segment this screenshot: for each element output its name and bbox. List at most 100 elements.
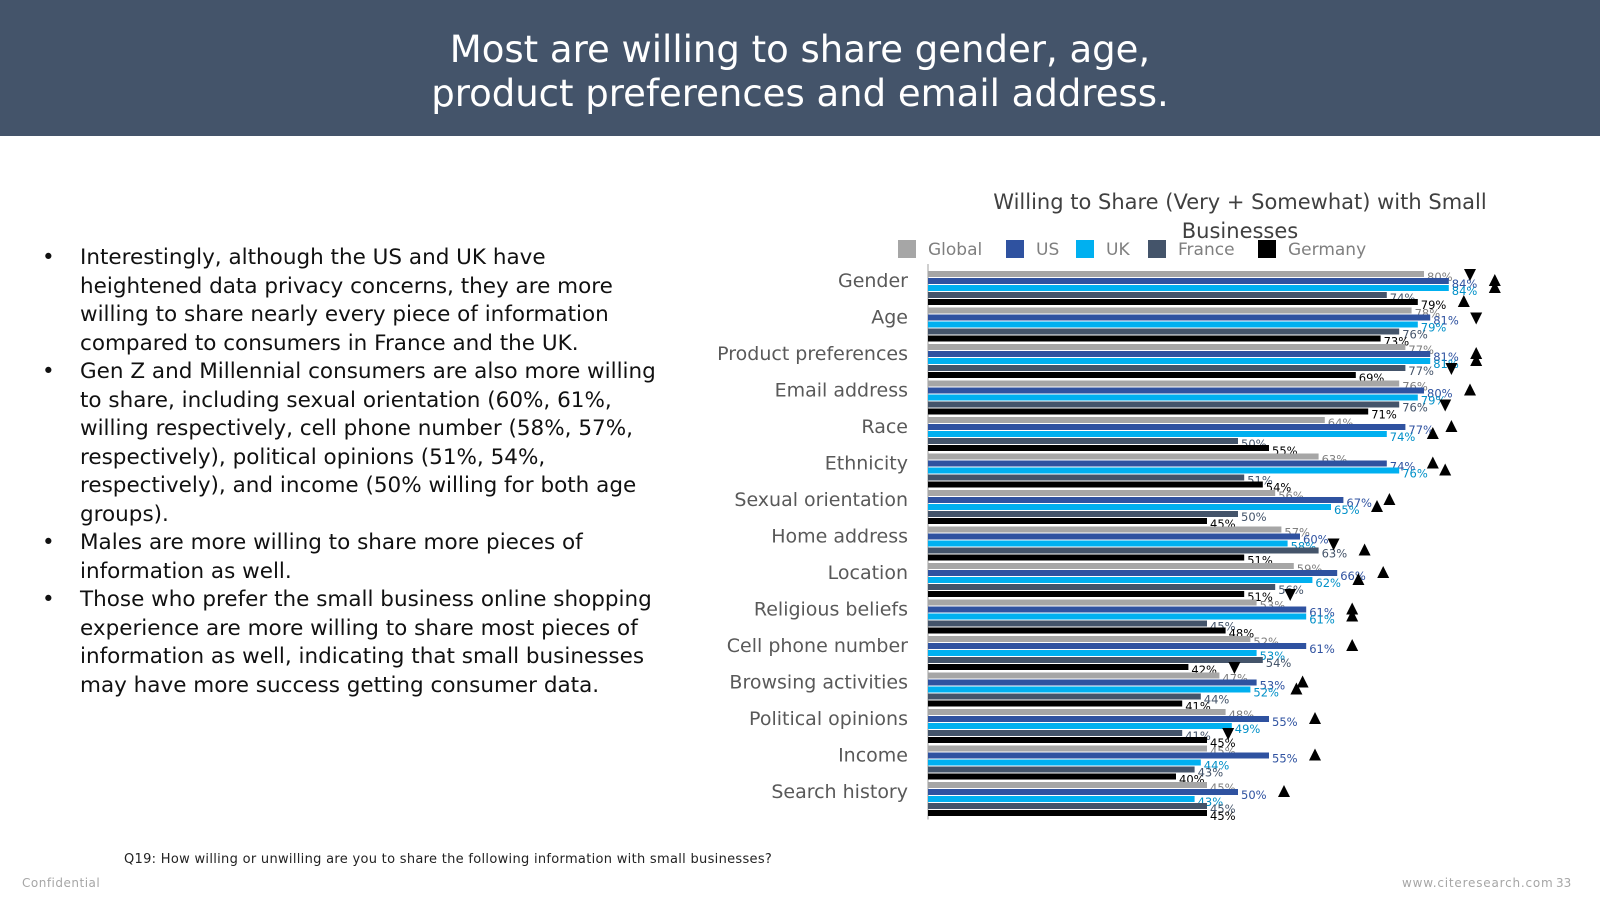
data-label-uk-religious-beliefs: 61%: [1309, 613, 1335, 627]
legend-item-uk: UK: [1076, 238, 1130, 262]
data-label-us-email-address: 80%: [1427, 387, 1453, 401]
bar-us-religious-beliefs: [928, 606, 1307, 613]
significance-up-icon-us-location: [1377, 566, 1390, 578]
significance-up-icon-us-sexual-orientation: [1383, 493, 1396, 505]
category-label-gender: Gender: [838, 270, 908, 292]
bar-global-email-address: [928, 380, 1400, 387]
legend-swatch-global: [898, 240, 916, 258]
data-label-uk-sexual-orientation: 65%: [1334, 503, 1360, 517]
significance-down-icon-uk-home-address: [1327, 538, 1340, 551]
bullet-item: • Interestingly, although the US and UK h…: [38, 244, 658, 358]
legend-item-global: Global: [898, 238, 982, 262]
data-label-uk-cell-phone-number: 53%: [1260, 649, 1286, 663]
category-label-political-opinions: Political opinions: [749, 708, 908, 730]
data-label-us-political-opinions: 55%: [1272, 715, 1298, 729]
category-label-income: Income: [838, 745, 908, 767]
significance-up-icon-france-home-address: [1358, 543, 1371, 556]
significance-up-icon-us-email-address: [1464, 383, 1476, 396]
bullet-marker: •: [42, 245, 55, 270]
significance-up-icon-us-gender: [1488, 274, 1501, 286]
bar-global-age: [928, 307, 1412, 314]
bar-france-income: [928, 766, 1195, 773]
data-label-france-browsing-activities: 44%: [1204, 693, 1230, 707]
bar-global-location: [928, 563, 1294, 569]
significance-down-icon-germany-location: [1284, 589, 1297, 601]
bar-uk-home-address: [928, 540, 1288, 547]
bar-uk-cell-phone-number: [928, 650, 1257, 656]
legend-swatch-uk: [1076, 240, 1094, 258]
chart-title: Willing to Share (Very + Somewhat) with …: [993, 190, 1487, 243]
data-label-uk-income: 44%: [1204, 759, 1230, 773]
bar-germany-cell-phone-number: [928, 664, 1189, 670]
bullet-marker: •: [42, 359, 55, 384]
legend-label-us: US: [1036, 240, 1060, 260]
bar-us-home-address: [928, 533, 1300, 540]
bar-germany-email-address: [928, 408, 1369, 415]
category-label-search-history: Search history: [771, 781, 908, 803]
bar-france-location: [928, 584, 1276, 590]
data-label-us-race: 77%: [1408, 423, 1434, 437]
significance-up-icon-us-religious-beliefs: [1346, 602, 1359, 615]
bar-global-search-history: [928, 782, 1207, 788]
data-label-france-product-preferences: 77%: [1408, 364, 1434, 378]
category-label-email-address: Email address: [775, 380, 908, 402]
bar-us-email-address: [928, 387, 1424, 394]
bar-germany-age: [928, 335, 1381, 342]
bar-germany-political-opinions: [928, 737, 1207, 743]
bar-us-location: [928, 570, 1338, 576]
bar-us-search-history: [928, 789, 1238, 795]
significance-down-icon-france-email-address: [1439, 399, 1452, 412]
bar-uk-age: [928, 321, 1418, 328]
significance-up-icon-us-race: [1445, 420, 1458, 432]
bar-germany-income: [928, 773, 1176, 780]
category-label-cell-phone-number: Cell phone number: [727, 635, 908, 657]
data-label-us-home-address: 60%: [1303, 533, 1329, 547]
data-label-uk-political-opinions: 49%: [1235, 722, 1261, 736]
significance-up-icon-uk-product-preferences: [1470, 354, 1483, 366]
data-label-uk-gender: 84%: [1452, 284, 1478, 298]
category-label-location: Location: [828, 562, 908, 584]
category-label-home-address: Home address: [771, 526, 908, 548]
legend-label-uk: UK: [1106, 240, 1130, 260]
data-label-uk-location: 62%: [1315, 576, 1341, 590]
bar-us-gender: [928, 278, 1449, 284]
bar-france-browsing-activities: [928, 693, 1201, 700]
bullet-marker: •: [42, 530, 55, 555]
slide-header: Most are willing to share gender, age, p…: [0, 0, 1600, 136]
bar-france-race: [928, 438, 1238, 444]
bar-germany-ethnicity: [928, 481, 1263, 488]
data-label-uk-age: 79%: [1421, 321, 1447, 335]
bullet-marker: •: [42, 587, 55, 612]
data-label-france-income: 43%: [1198, 766, 1224, 780]
bar-global-cell-phone-number: [928, 636, 1251, 642]
bar-france-search-history: [928, 803, 1207, 809]
data-label-france-home-address: 63%: [1322, 547, 1348, 561]
bar-france-cell-phone-number: [928, 657, 1263, 663]
data-label-uk-ethnicity: 76%: [1402, 467, 1428, 481]
significance-up-icon-us-product-preferences: [1470, 347, 1483, 359]
data-label-france-age: 76%: [1402, 328, 1428, 342]
bar-uk-location: [928, 577, 1313, 583]
bullet-item: • Males are more willing to share more pi…: [38, 529, 658, 586]
bar-uk-search-history: [928, 796, 1195, 802]
significance-down-icon-us-age: [1470, 312, 1483, 325]
bar-germany-location: [928, 591, 1245, 597]
bar-us-political-opinions: [928, 716, 1269, 722]
category-label-religious-beliefs: Religious beliefs: [754, 599, 908, 621]
bar-germany-sexual-orientation: [928, 518, 1207, 524]
category-label-sexual-orientation: Sexual orientation: [734, 489, 908, 511]
bullet-item: • Those who prefer the small business onl…: [38, 586, 658, 700]
category-label-age: Age: [871, 307, 908, 329]
significance-up-icon-uk-religious-beliefs: [1346, 609, 1359, 622]
website-link[interactable]: www.citeresearch.com: [1402, 876, 1554, 890]
legend-item-france: France: [1148, 238, 1235, 262]
bar-us-income: [928, 752, 1269, 759]
data-label-uk-race: 74%: [1390, 430, 1416, 444]
bar-us-race: [928, 424, 1406, 430]
bar-germany-gender: [928, 299, 1418, 305]
legend-label-global: Global: [928, 240, 983, 260]
bar-france-sexual-orientation: [928, 511, 1238, 517]
bar-us-browsing-activities: [928, 679, 1257, 686]
bar-uk-income: [928, 759, 1201, 766]
